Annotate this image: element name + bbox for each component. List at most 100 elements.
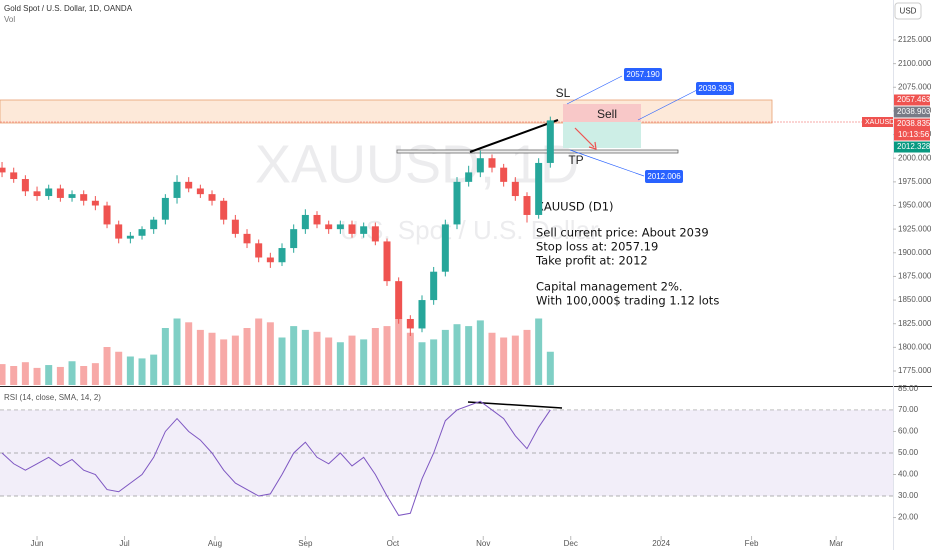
y-tick-label: 1950.000 [898,201,932,210]
x-tick-label: Oct [387,539,400,548]
note: XAUUSD (D1) [536,200,614,214]
volume-bar [476,320,484,385]
candle-body [115,224,123,239]
volume-bar [395,318,403,385]
volume-bar [126,356,134,385]
volume-bar [80,366,88,385]
rsi-tick-label: 60.00 [898,427,919,436]
rsi-tick-label: 30.00 [898,491,919,500]
volume-bar [196,329,204,385]
currency-button[interactable] [894,2,922,20]
x-tick-label: Aug [208,539,222,548]
candle-body [313,214,321,225]
rsi-trend-line [467,401,563,409]
y-tick-label: 2100.000 [898,59,932,68]
volume-bar [278,337,286,385]
callout-text: 2012.006 [647,172,681,181]
price-tag [894,118,930,130]
y-tick-label: 1875.000 [898,272,932,281]
candle-body [161,197,169,220]
volume-bar [360,339,368,385]
volume-bar [500,337,508,385]
volume-bar [290,326,298,385]
candle-body [360,226,368,234]
volume-bar [418,342,426,385]
callout-box [696,82,734,95]
volume-bar [371,328,379,385]
candle-body [488,158,496,168]
x-tick-label: Feb [745,539,759,548]
y-tick-label: 1800.000 [898,342,932,351]
volume-bar [185,322,193,385]
x-tick-label: Mar [829,539,843,548]
price-tag [894,106,930,118]
candle-body [418,300,426,329]
currency-button-label[interactable]: USD [900,7,917,16]
symbol-tag-label: XAUUSD [865,119,894,126]
sell-label: Sell [597,107,617,121]
volume-bar [383,326,391,385]
y-tick-label: 2125.000 [898,35,932,44]
volume-bar [406,332,414,385]
candle-body [500,167,508,182]
x-tick-label: Jun [31,539,44,548]
candle-body [10,172,18,180]
volume-bar [441,329,449,385]
note: Take profit at: 2012 [535,254,648,268]
arrow-head [588,141,597,150]
candle-body [278,248,286,263]
rsi-tick-label: 50.00 [898,448,919,457]
volume-bar [21,362,29,385]
volume-bar [161,328,169,385]
candle-body [255,243,263,258]
note: Capital management 2%. [536,280,683,294]
volume-bar [0,364,6,385]
volume-bar [336,342,344,385]
volume-bar [511,335,519,385]
rsi-tick-label: 20.00 [898,513,919,522]
price-tag-label: 2057.463 [897,95,931,104]
volume-bar [115,351,123,385]
candle-body [336,224,344,230]
notes: XAUUSD (D1) Sell current price: About 20… [535,200,719,308]
y-tick-label: 1900.000 [898,248,932,257]
candle-body [406,318,414,329]
x-tick-label: Sep [298,539,313,548]
candle-body [231,219,239,234]
candle-body [103,205,111,225]
rsi-label: RSI (14, close, SMA, 14, 2) [4,393,101,402]
y-tick-label: 2075.000 [898,82,932,91]
volume-bar [220,339,228,385]
trend-line [469,119,559,153]
x-tick-label: Nov [476,539,490,548]
candle-body [523,196,531,215]
candle-body [80,194,88,201]
candle-body [301,214,309,230]
callout-box [645,170,683,183]
candle-body [290,229,298,249]
y-tick-label: 2000.000 [898,153,932,162]
symbol-tag [862,117,893,127]
countdown-box [894,129,930,141]
candle-body [371,226,379,242]
volume-bar [488,332,496,385]
candle-body [325,224,333,230]
candle-body [348,224,356,234]
volume-bar [138,358,146,385]
volume-bar [453,324,461,385]
volume-bar [10,366,18,385]
volume-bar [45,365,53,385]
candle-body [45,188,53,197]
rsi-line [1,400,551,516]
vol-label: Vol [4,15,15,24]
candle-body [196,188,204,195]
candle-body [21,179,29,192]
target-box [563,122,641,148]
candle-body [33,191,41,197]
volume-bar [465,326,473,385]
price-tag [894,141,930,153]
x-tick-label: 2024 [652,539,670,548]
candle-body [546,120,554,163]
candle-body [173,181,181,198]
